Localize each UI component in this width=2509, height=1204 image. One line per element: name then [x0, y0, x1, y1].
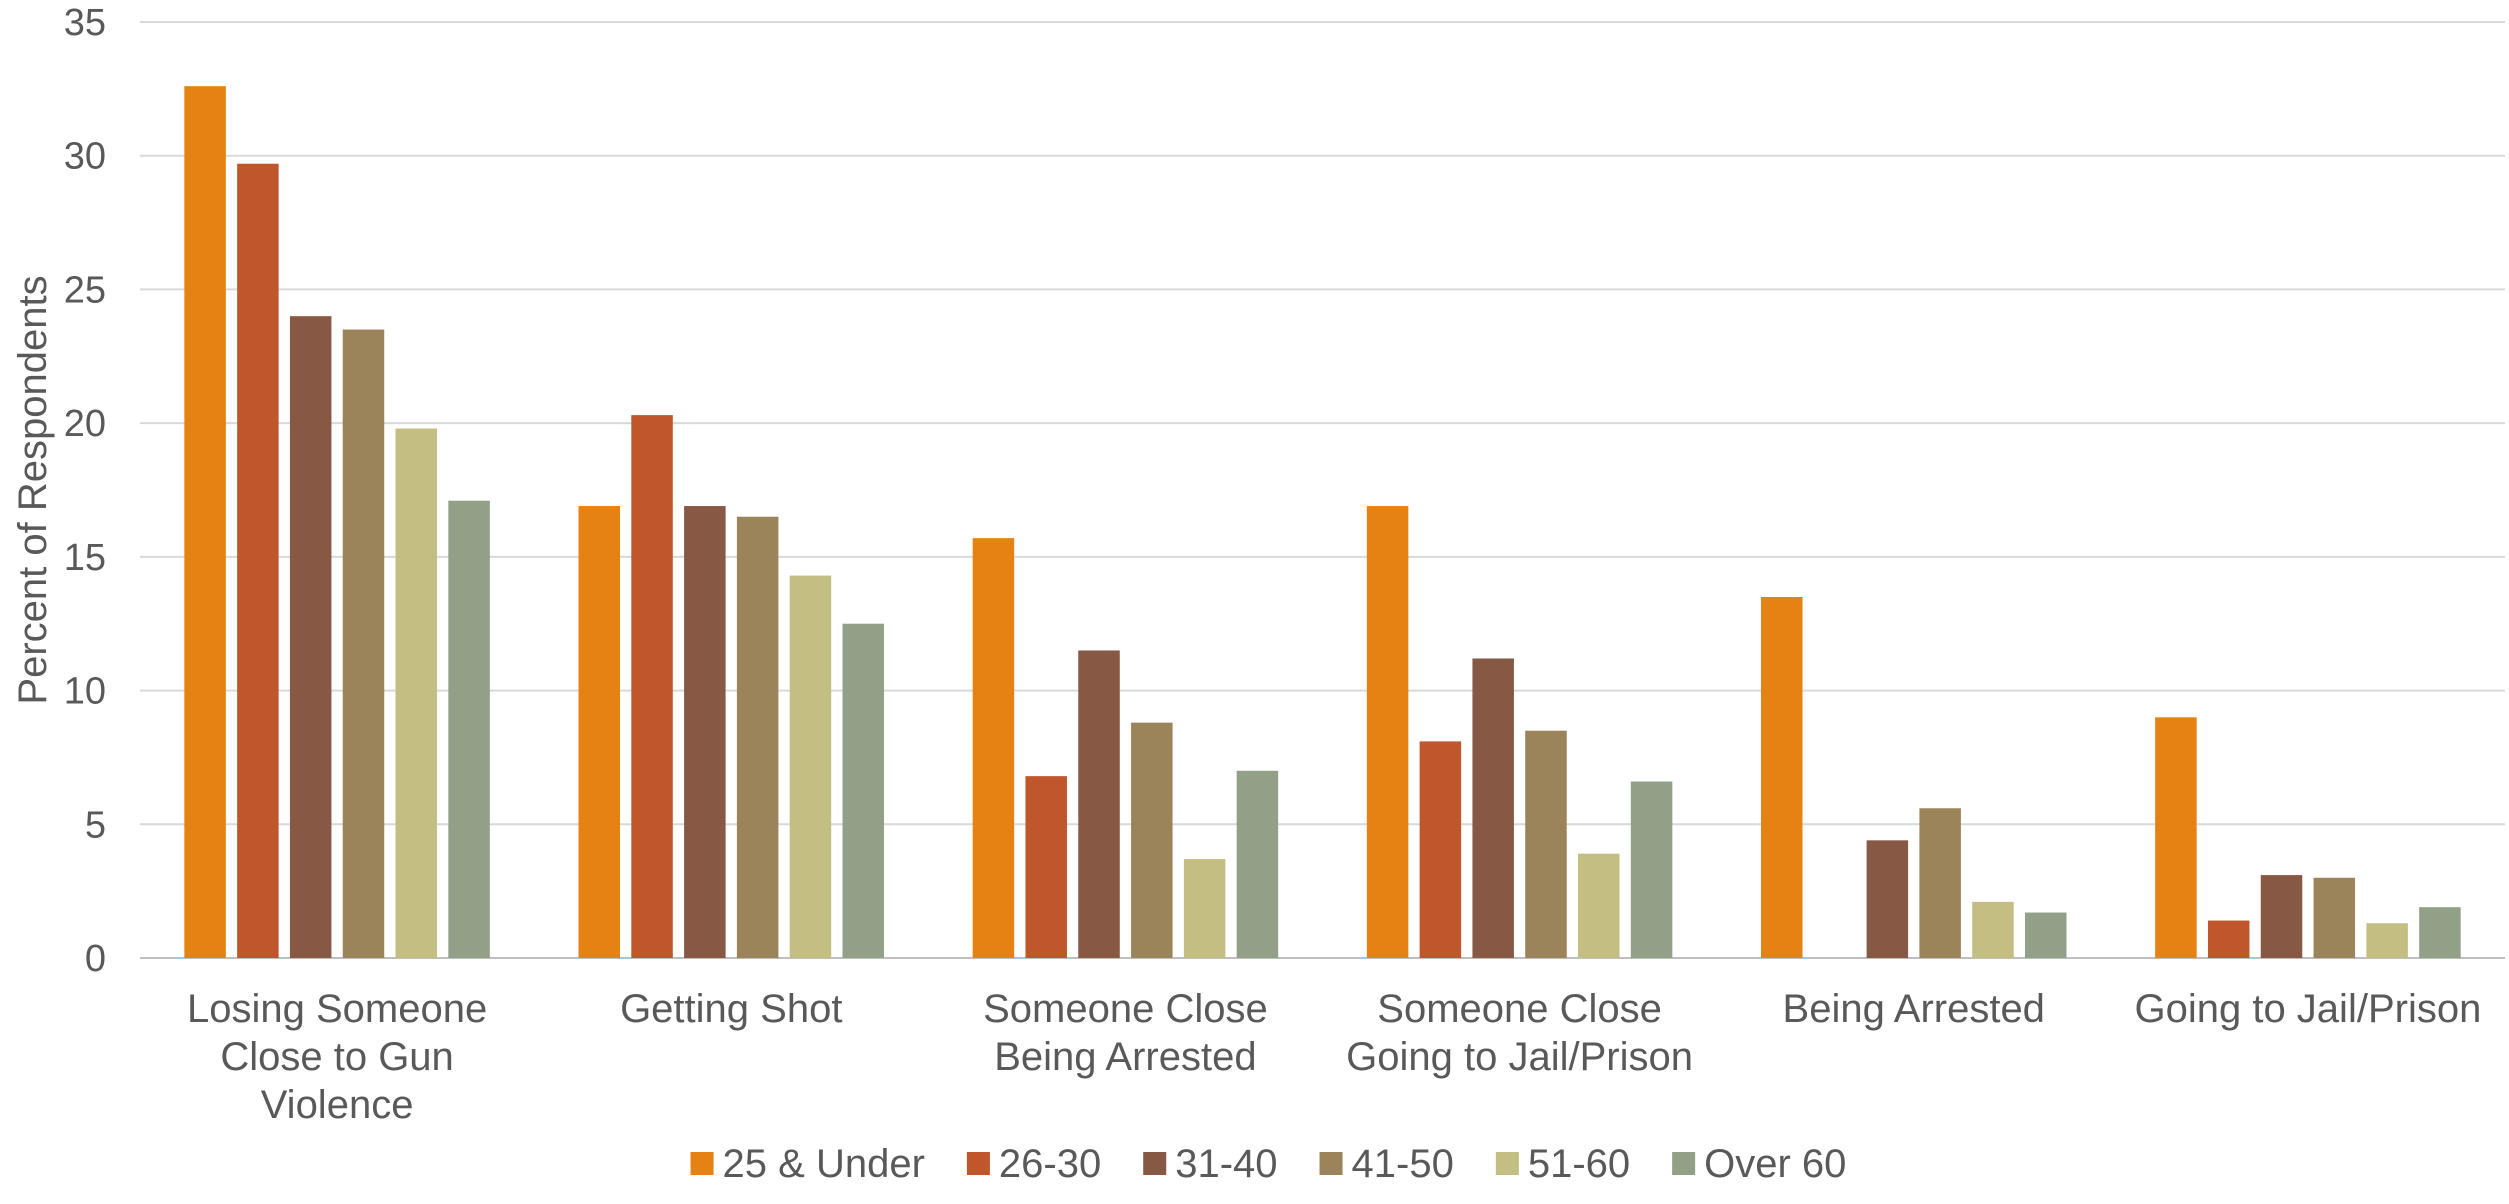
- y-tick-label: 30: [64, 136, 106, 178]
- legend-item: 26-30: [966, 1142, 1101, 1186]
- bars: [184, 86, 2461, 959]
- legend-swatch: [966, 1152, 990, 1175]
- bar: [2025, 912, 2067, 958]
- bar: [289, 316, 332, 959]
- gridlines: [140, 21, 2505, 959]
- bar: [578, 506, 620, 958]
- bar: [1366, 506, 1409, 958]
- bar: [2366, 923, 2408, 958]
- legend-item: 41-50: [1319, 1142, 1454, 1186]
- bar: [2207, 920, 2250, 958]
- x-category-label: Being Arrested: [1783, 987, 2045, 1031]
- bar: [1131, 722, 1173, 958]
- legend-item: 31-40: [1143, 1142, 1278, 1186]
- bar: [1866, 840, 1909, 958]
- bar: [1761, 596, 1803, 958]
- legend-swatch: [1495, 1152, 1519, 1175]
- x-category-label: Someone Close Being Arrested: [983, 987, 1268, 1079]
- bar: [237, 163, 279, 959]
- legend-swatch: [1672, 1152, 1696, 1175]
- bar: [1078, 650, 1120, 958]
- legend-label: 26-30: [999, 1142, 1101, 1186]
- x-category-label: Going to Jail/Prison: [2134, 987, 2481, 1031]
- bar: [789, 575, 832, 958]
- bar: [1525, 730, 1567, 958]
- y-tick-label: 25: [64, 269, 106, 311]
- legend-swatch: [1143, 1152, 1167, 1175]
- legend-label: 41-50: [1352, 1142, 1454, 1186]
- y-tick-label: 35: [64, 2, 106, 44]
- bar: [1919, 808, 1961, 958]
- legend-item: Over 60: [1672, 1142, 1846, 1186]
- legend-label: Over 60: [1704, 1142, 1846, 1186]
- bar: [736, 516, 779, 958]
- y-tick-label: 15: [64, 537, 106, 579]
- legend-label: 51-60: [1528, 1142, 1630, 1186]
- x-axis-categories: Losing Someone Close to Gun Violence Gettin…: [187, 987, 2481, 1127]
- bar: [395, 428, 438, 958]
- y-tick-label: 10: [64, 671, 106, 713]
- legend: 25 & Under 26-30 31-40 41-50 51-60 Over 60: [690, 1142, 1846, 1186]
- bar: [184, 86, 226, 958]
- legend-swatch: [1319, 1152, 1343, 1175]
- bar: [972, 538, 1015, 958]
- bar: [842, 623, 884, 958]
- y-tick-label: 5: [85, 804, 106, 846]
- bar: [342, 329, 385, 958]
- bar: [2313, 877, 2356, 958]
- bar: [1183, 859, 1226, 958]
- legend-item: 25 & Under: [690, 1142, 925, 1186]
- bar: [1972, 901, 2014, 958]
- legend-item: 51-60: [1495, 1142, 1630, 1186]
- legend-swatch: [690, 1152, 714, 1175]
- y-axis-title: Percent of Respondents: [11, 275, 55, 704]
- bar: [631, 415, 673, 958]
- bar: [684, 506, 726, 958]
- legend-label: 31-40: [1175, 1142, 1277, 1186]
- bar: [1236, 770, 1279, 958]
- legend-label: 25 & Under: [723, 1142, 925, 1186]
- bar: [2260, 875, 2303, 958]
- bar: [448, 500, 490, 958]
- bar: [1578, 853, 1620, 958]
- x-category-label: Someone Close Going to Jail/Prison: [1346, 987, 1693, 1079]
- bar: [1025, 776, 1067, 958]
- y-tick-label: 0: [85, 938, 106, 980]
- bar: [2155, 717, 2197, 958]
- y-axis-ticks: 0 5 10 15 20 25 30 35: [64, 2, 106, 980]
- x-category-label: Losing Someone Close to Gun Violence: [187, 987, 487, 1127]
- bar: [2419, 907, 2461, 958]
- bar: [1472, 658, 1514, 958]
- bar: [1419, 741, 1462, 958]
- y-tick-label: 20: [64, 403, 106, 445]
- bar: [1630, 781, 1673, 958]
- x-category-label: Getting Shot: [620, 987, 842, 1031]
